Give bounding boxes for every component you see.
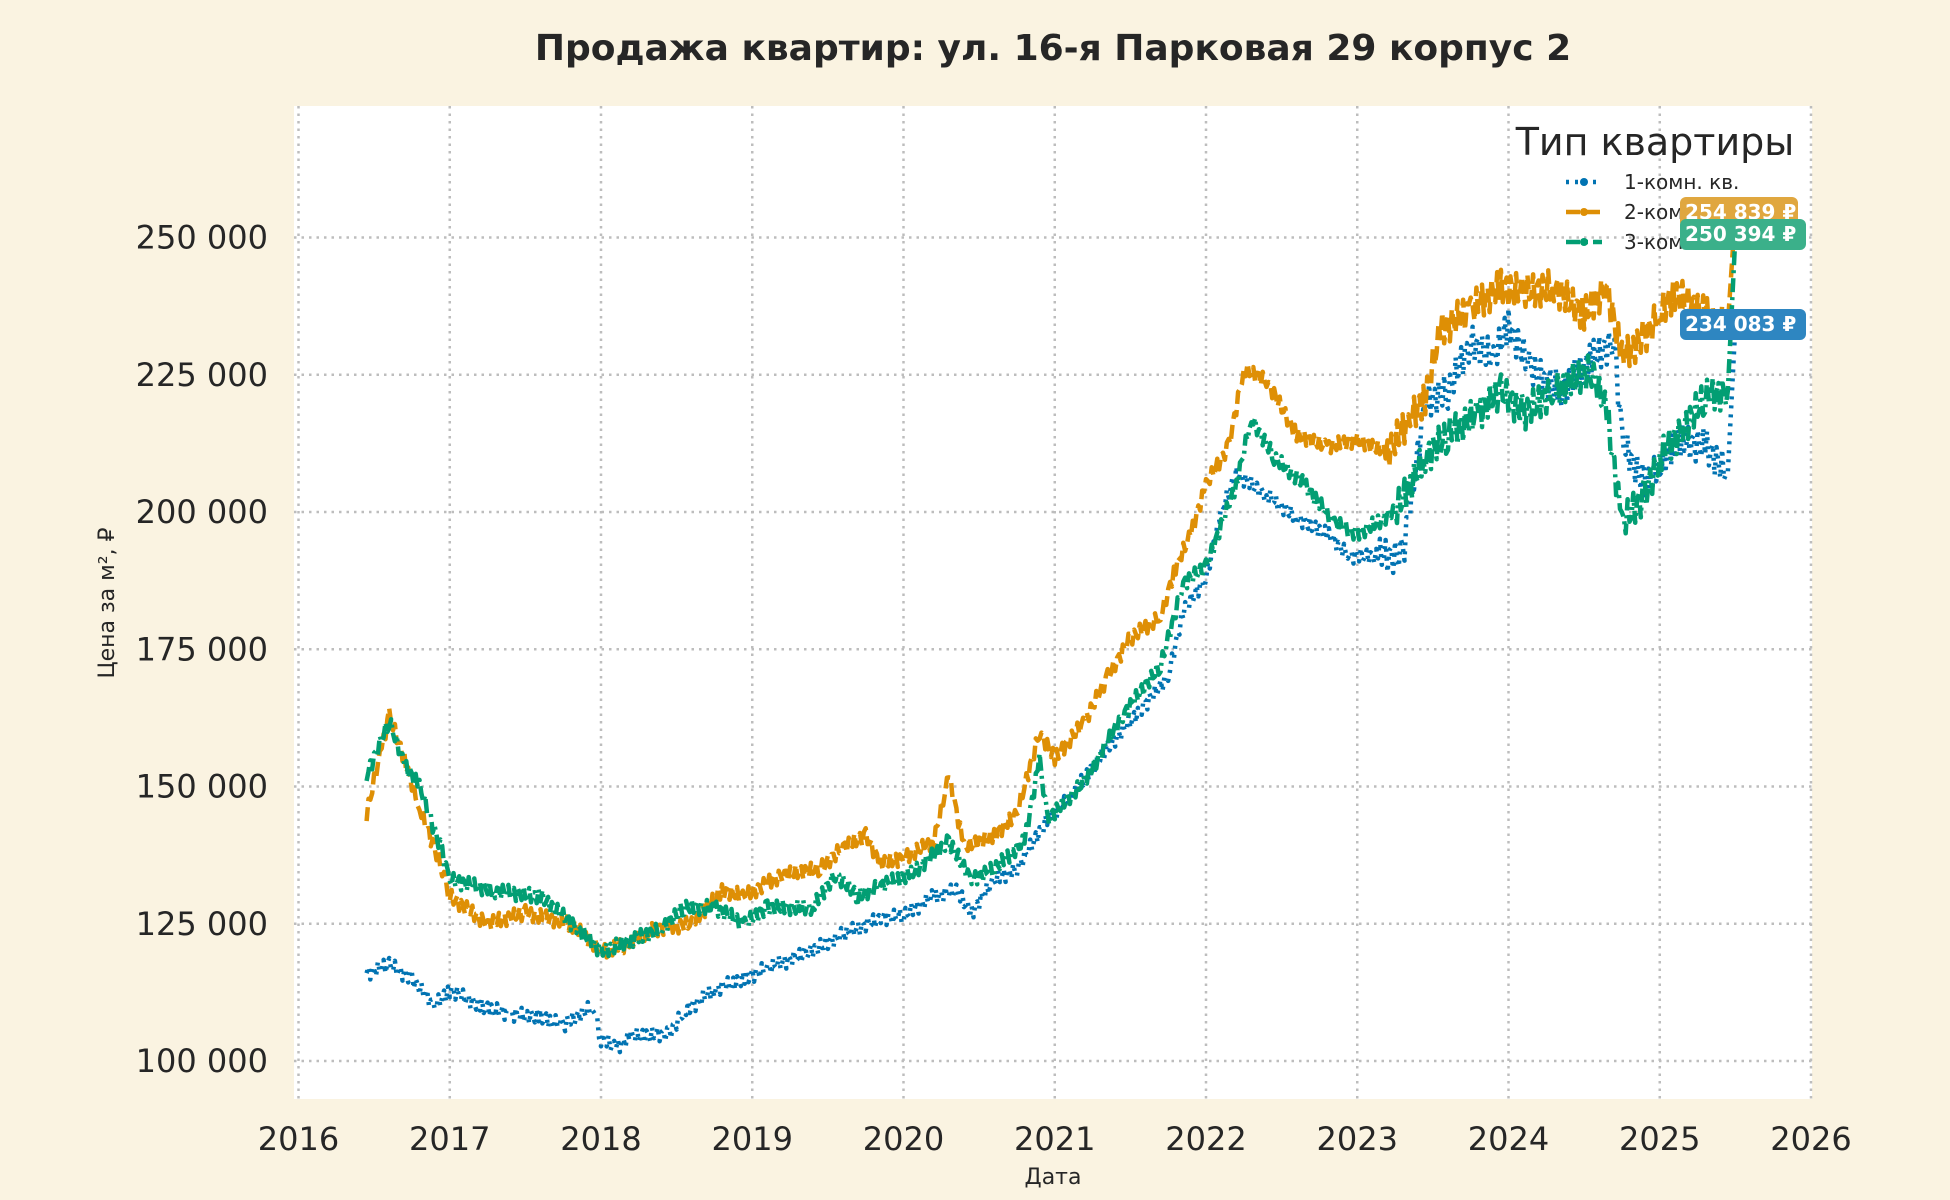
y-tick-label: 250 000	[136, 219, 268, 257]
series-line-3-room	[364, 235, 1738, 959]
legend-marker-icon	[1580, 238, 1588, 246]
plot-area	[294, 106, 1812, 1099]
x-tick-label: 2020	[863, 1120, 944, 1158]
x-tick-label: 2022	[1165, 1120, 1246, 1158]
last-value-text: 234 083 ₽	[1685, 312, 1796, 336]
grid-lines	[294, 106, 1813, 1099]
y-tick-label: 175 000	[136, 630, 268, 668]
y-axis-label: Цена за м², ₽	[95, 527, 120, 678]
series-lines	[364, 210, 1738, 1055]
y-tick-label: 200 000	[136, 493, 268, 531]
last-value-text: 250 394 ₽	[1685, 222, 1796, 246]
x-tick-label: 2016	[258, 1120, 339, 1158]
legend-marker-icon	[1580, 178, 1588, 186]
legend-title: Тип квартиры	[1515, 120, 1795, 164]
x-tick-label: 2023	[1317, 1120, 1398, 1158]
y-tick-label: 125 000	[136, 905, 268, 943]
last-value-badge	[1680, 219, 1806, 250]
x-tick-label: 2025	[1619, 1120, 1700, 1158]
x-axis-ticks: 2016 2017 2018 2019 2020 2021 2022 2023 2024 2025…	[258, 1120, 1852, 1158]
y-tick-label: 100 000	[136, 1042, 268, 1080]
y-tick-label: 150 000	[136, 768, 268, 806]
x-tick-label: 2026	[1770, 1120, 1851, 1158]
legend-marker-icon	[1580, 208, 1588, 216]
x-tick-label: 2019	[712, 1120, 793, 1158]
y-axis-ticks: 100 000 125 000 150 000 175 000 200 000 225 0…	[136, 219, 268, 1081]
x-tick-label: 2021	[1014, 1120, 1095, 1158]
y-tick-label: 225 000	[136, 356, 268, 394]
last-value-labels: 254 839 ₽250 394 ₽234 083 ₽	[1680, 197, 1806, 340]
last-value-badge	[1680, 309, 1806, 340]
legend-item-label: 1-комн. кв.	[1624, 170, 1739, 194]
chart-title: Продажа квартир: ул. 16-я Парковая 29 ко…	[534, 28, 1572, 69]
x-tick-label: 2018	[560, 1120, 641, 1158]
series-line-1-room	[364, 306, 1738, 1055]
x-tick-label: 2024	[1468, 1120, 1549, 1158]
x-axis-label: Дата	[1025, 1165, 1082, 1190]
x-tick-label: 2017	[409, 1120, 490, 1158]
